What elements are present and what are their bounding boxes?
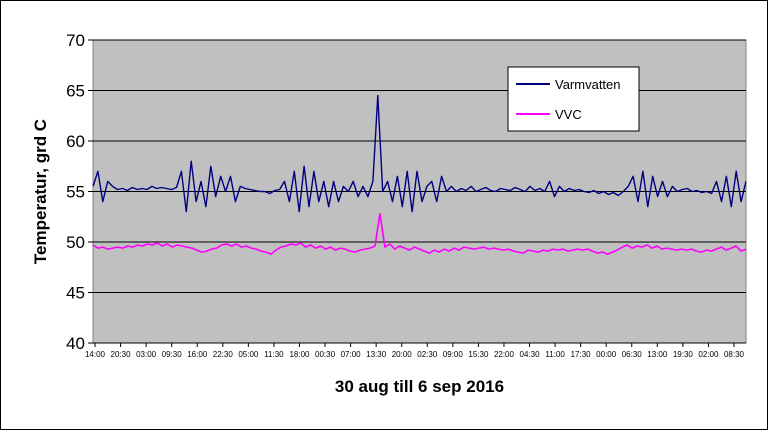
legend-box [507, 66, 640, 132]
legend-label: Varmvatten [555, 77, 621, 92]
x-tick-label: 14:00 [85, 350, 106, 359]
series-line-varmvatten [92, 94, 747, 213]
x-tick-label: 18:00 [289, 350, 310, 359]
x-tick-label: 15:30 [468, 350, 489, 359]
x-axis-title: 30 aug till 6 sep 2016 [335, 377, 504, 396]
legend-label: VVC [555, 107, 582, 122]
x-tick-label: 17:30 [571, 350, 592, 359]
x-tick-label: 07:00 [341, 350, 362, 359]
x-tick-label: 13:00 [647, 350, 668, 359]
x-tick-label: 16:00 [187, 350, 208, 359]
x-tick-label: 11:30 [264, 350, 284, 359]
x-tick-label: 19:30 [673, 350, 694, 359]
x-tick-label: 05:00 [238, 350, 259, 359]
y-tick-label: 50 [66, 233, 85, 252]
y-tick-label: 70 [66, 31, 85, 50]
y-axis-title: Temperatur, grd C [31, 119, 50, 264]
x-tick-label: 22:30 [213, 350, 234, 359]
x-axis-ticks: 14:00 20:30 03:00 09:30 16:00 22:30 05:00 11:30… [85, 343, 745, 359]
x-tick-label: 09:30 [162, 350, 183, 359]
y-axis-ticks: 40 45 50 55 60 65 70 [66, 31, 85, 353]
x-tick-label: 02:00 [698, 350, 719, 359]
series-line-vvc [92, 212, 747, 255]
x-tick-label: 06:30 [622, 350, 643, 359]
x-tick-label: 22:00 [494, 350, 515, 359]
x-tick-label: 20:30 [111, 350, 132, 359]
gridlines [88, 39, 746, 344]
x-tick-label: 11:00 [545, 350, 565, 359]
x-tick-label: 09:00 [443, 350, 464, 359]
x-tick-label: 13:30 [366, 350, 387, 359]
x-tick-label: 00:30 [315, 350, 336, 359]
y-tick-label: 55 [66, 183, 85, 202]
legend: Varmvatten VVC [507, 66, 640, 132]
x-tick-label: 04:30 [520, 350, 541, 359]
y-tick-label: 65 [66, 82, 85, 101]
y-tick-label: 60 [66, 132, 85, 151]
x-tick-label: 08:30 [724, 350, 745, 359]
x-tick-label: 02:30 [417, 350, 438, 359]
series-lines [92, 94, 747, 255]
x-tick-label: 20:00 [392, 350, 413, 359]
y-tick-label: 45 [66, 284, 85, 303]
y-tick-label: 40 [66, 334, 85, 353]
x-tick-label: 00:00 [596, 350, 617, 359]
x-tick-label: 03:00 [136, 350, 157, 359]
